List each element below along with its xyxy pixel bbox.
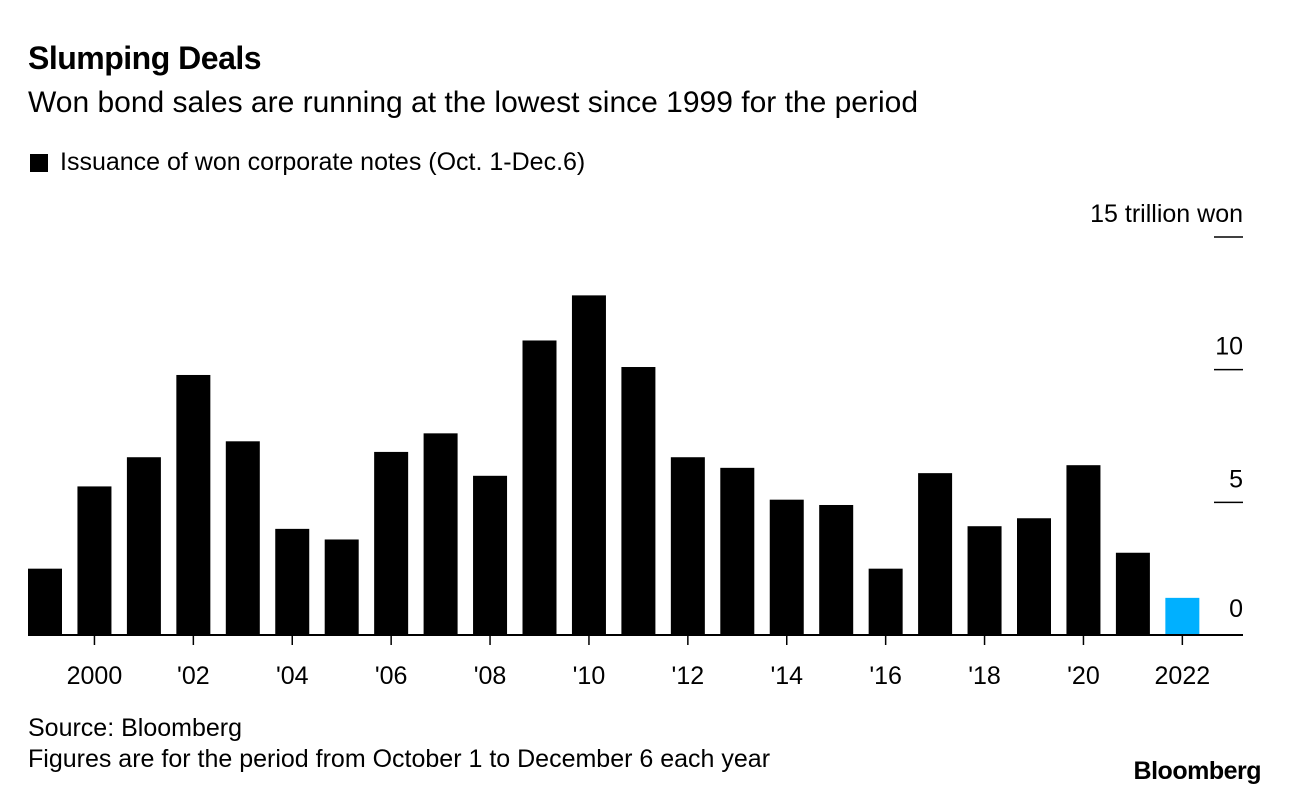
chart-title: Slumping Deals: [28, 40, 262, 76]
bar-2002: [176, 374, 211, 635]
x-tick-label: '08: [474, 662, 507, 690]
x-tick-label: '10: [573, 662, 606, 690]
period-note: Figures are for the period from October …: [28, 745, 771, 773]
legend-label: Issuance of won corporate notes (Oct. 1-…: [60, 148, 586, 176]
bar-2008: [473, 475, 508, 635]
bar-2005: [324, 539, 359, 635]
bar-2019: [1017, 518, 1051, 635]
bar-2014: [769, 499, 804, 635]
bar-2004: [275, 528, 310, 635]
bar-2000: [77, 486, 112, 635]
source-note: Source: Bloomberg Figures are for the pe…: [28, 713, 770, 775]
bar-1999: [28, 568, 62, 635]
bar-2017: [918, 473, 953, 635]
chart-subtitle: Won bond sales are running at the lowest…: [28, 86, 919, 119]
bar-2015: [819, 504, 854, 635]
x-tick-label: '12: [672, 662, 705, 690]
x-tick-label: 2000: [67, 662, 123, 690]
y-tick-label: 10: [1215, 333, 1243, 361]
bar-2003: [225, 441, 260, 635]
bar-2018: [967, 526, 1002, 635]
bar-chart: 15 trillion won 10 5 0 2000 '02 '04 '06 '08 '10 '1…: [28, 200, 1243, 690]
x-tick-label: 2022: [1155, 662, 1211, 690]
bar-2012: [670, 457, 705, 635]
legend: Issuance of won corporate notes (Oct. 1-…: [30, 148, 585, 177]
x-tick-label: '16: [869, 662, 902, 690]
bar-2013: [720, 467, 755, 635]
source-text: Source: Bloomberg: [28, 714, 243, 742]
bar-2020: [1066, 465, 1101, 635]
bar-2011: [621, 367, 656, 635]
bar-2001: [126, 457, 161, 635]
bar-2009: [522, 340, 557, 635]
bar-2010: [571, 295, 606, 635]
x-tick-label: '06: [375, 662, 408, 690]
x-tick-label: '20: [1067, 662, 1100, 690]
bar-2006: [374, 451, 409, 635]
bar-2016: [868, 568, 903, 635]
legend-swatch: [30, 153, 48, 172]
bar-2021: [1115, 552, 1150, 635]
x-tick-label: '04: [276, 662, 309, 690]
y-tick-label: 0: [1229, 595, 1243, 623]
x-tick-label: '14: [770, 662, 803, 690]
bloomberg-logo: Bloomberg: [1133, 757, 1262, 785]
y-tick-label: 15 trillion won: [1090, 200, 1243, 228]
x-tick-label: '02: [177, 662, 210, 690]
bar-2022: [1165, 597, 1200, 635]
y-tick-label: 5: [1229, 465, 1243, 493]
bar-2007: [423, 433, 458, 635]
x-tick-label: '18: [968, 662, 1001, 690]
